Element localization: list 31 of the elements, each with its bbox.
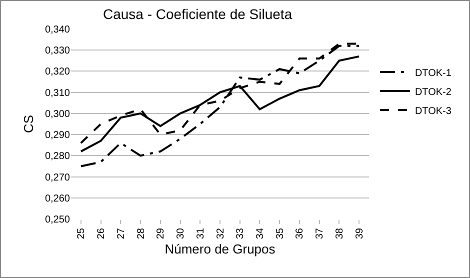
x-tick-label: 25	[76, 228, 88, 240]
x-tick-label: 30	[176, 228, 187, 240]
x-tick-label: 36	[294, 228, 306, 240]
y-tick-label: 0,320	[44, 66, 70, 78]
x-tick-label: 35	[274, 228, 286, 240]
x-tick-label: 38	[334, 228, 346, 240]
legend-label: DTOK-3	[414, 106, 452, 117]
chart-title: Causa - Coeficiente de Silueta	[103, 6, 292, 22]
y-tick-label: 0,310	[44, 88, 70, 99]
y-tick-label: 0,250	[44, 214, 70, 226]
x-tick-label: 37	[314, 228, 326, 240]
x-tick-label: 32	[215, 228, 226, 240]
x-tick-label: 34	[254, 228, 266, 240]
legend-label: DTOK-2	[414, 86, 452, 98]
y-tick-label: 0,260	[44, 193, 70, 204]
x-tick-label: 31	[195, 228, 206, 240]
y-tick-label: 0,280	[44, 151, 70, 162]
x-tick-label: 27	[116, 228, 127, 240]
y-tick-label: 0,340	[44, 24, 70, 36]
x-tick-label: 28	[136, 228, 147, 240]
y-tick-label: 0,300	[44, 108, 70, 120]
legend-label: DTOK-1	[414, 68, 452, 79]
y-tick-label: 0,330	[44, 46, 70, 57]
x-tick-label: 26	[96, 228, 108, 240]
x-tick-label: 39	[354, 228, 366, 240]
x-tick-label: 29	[156, 228, 167, 240]
y-tick-label: 0,270	[44, 172, 70, 184]
x-tick-label: 33	[235, 228, 246, 240]
x-axis-title: Número de Grupos	[164, 242, 276, 257]
y-tick-label: 0,290	[44, 130, 70, 142]
y-axis-title: CS	[20, 114, 36, 134]
